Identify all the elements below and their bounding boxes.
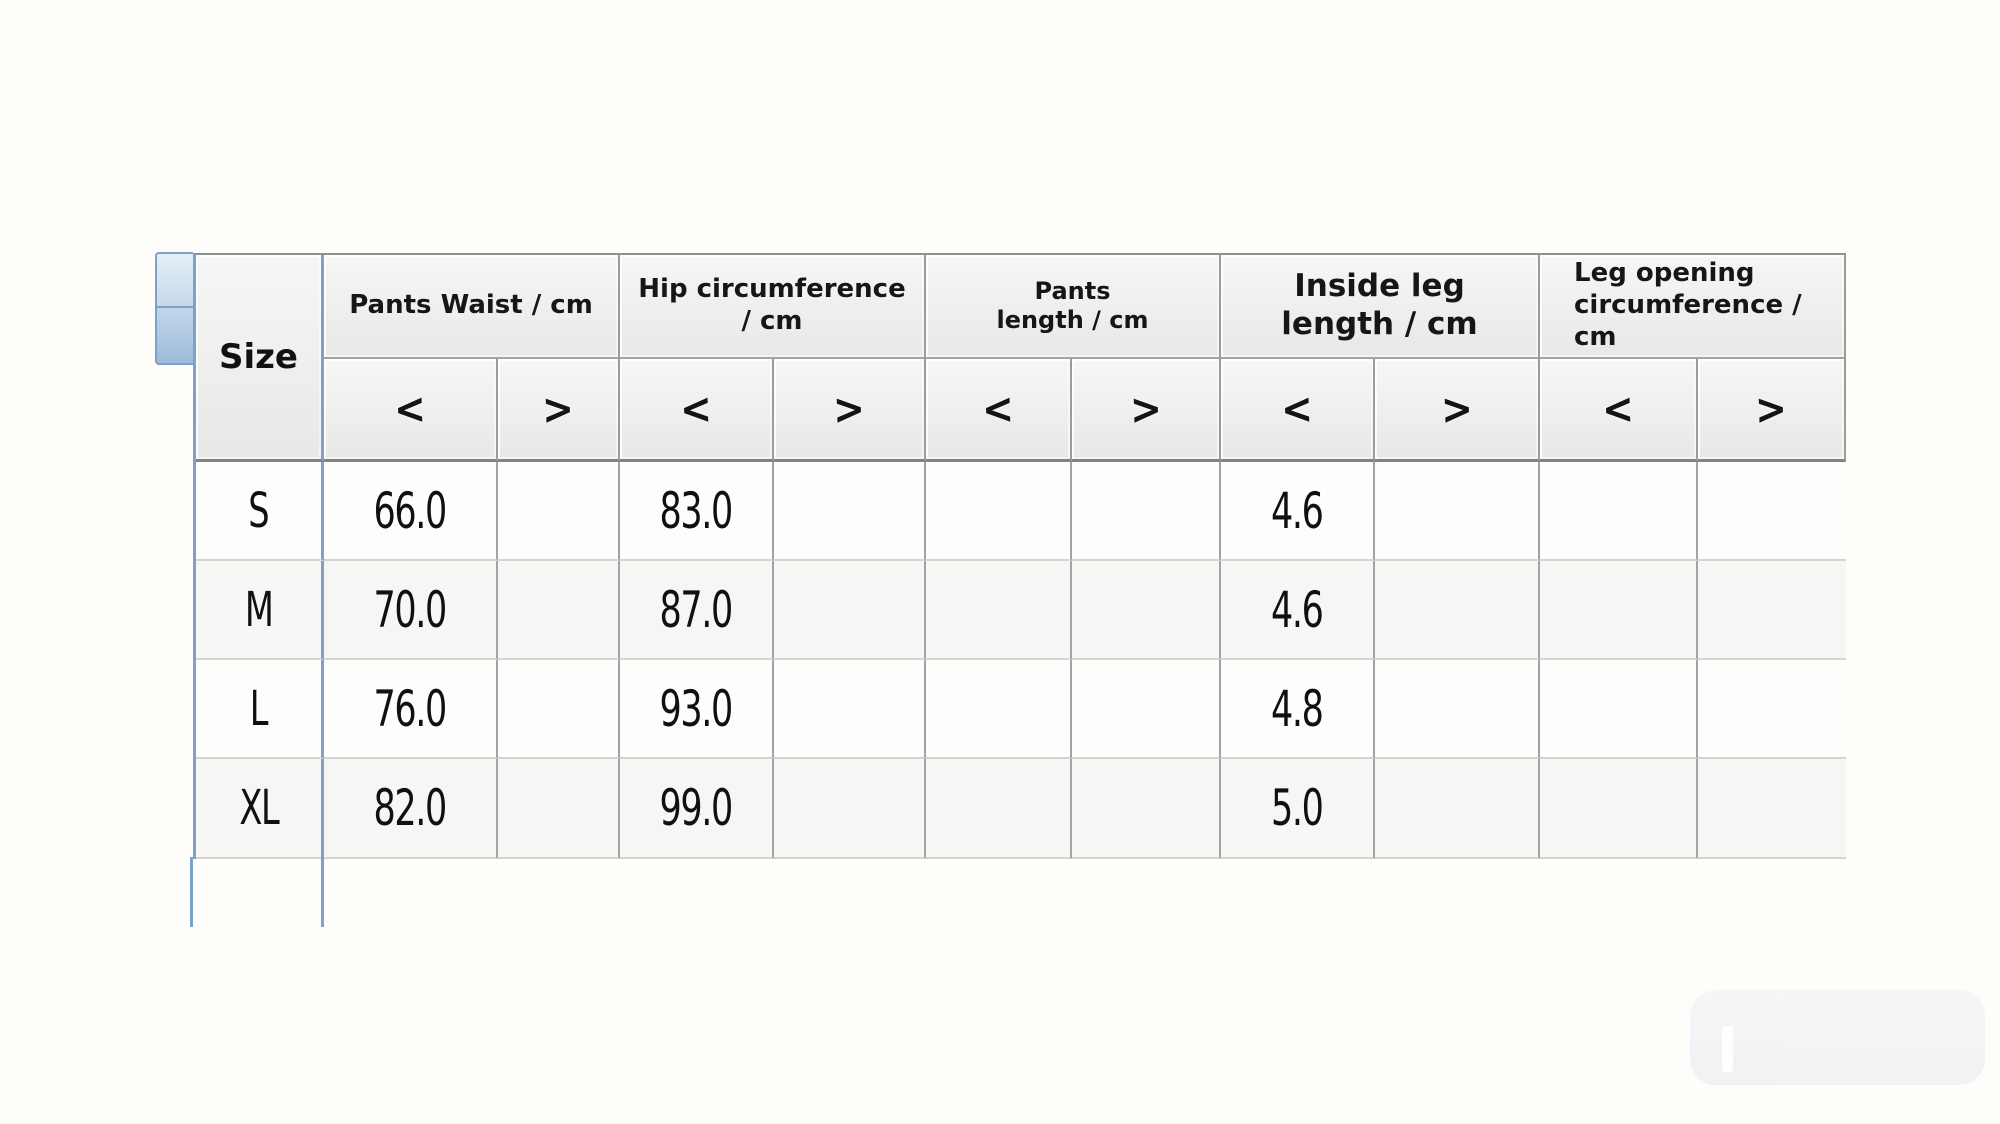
column-group-header-leg-opening-circumference: Leg opening circumference / cm (1540, 255, 1846, 359)
header-line: Pants (1034, 276, 1111, 305)
row-size-label: XL (196, 759, 324, 859)
chevron-right-button[interactable]: > (1072, 359, 1221, 462)
column-group-header-pants-length: Pants length / cm (926, 255, 1221, 359)
row-size-label: S (196, 462, 324, 561)
chevron-left-icon: < (1280, 383, 1314, 435)
table-cell[interactable]: 83.0 (620, 462, 774, 561)
row-size-label: L (196, 660, 324, 759)
column-group-header-pants-waist: Pants Waist / cm (324, 255, 620, 359)
chevron-left-button[interactable]: < (926, 359, 1072, 462)
table-cell[interactable] (926, 660, 1072, 759)
size-chart-table: Size Pants Waist / cm Hip circumference … (193, 253, 1846, 859)
table-cell[interactable]: 5.0 (1221, 759, 1375, 859)
table-cell[interactable] (774, 660, 926, 759)
row-header-cell[interactable] (155, 252, 193, 308)
table-cell[interactable] (498, 462, 620, 561)
table-cell[interactable] (774, 759, 926, 859)
table-cell[interactable] (498, 759, 620, 859)
table-cell[interactable] (926, 759, 1072, 859)
header-line: Inside leg (1294, 268, 1465, 305)
table-cell[interactable]: 70.0 (324, 561, 498, 660)
table-cell[interactable] (498, 561, 620, 660)
table-cell[interactable]: 4.6 (1221, 462, 1375, 561)
chevron-right-icon: > (541, 383, 575, 435)
table-cell[interactable] (1540, 462, 1698, 561)
table-cell[interactable] (1698, 759, 1846, 859)
table-cell[interactable] (1540, 660, 1698, 759)
chevron-right-button[interactable]: > (1375, 359, 1540, 462)
header-line: circumference / cm (1574, 290, 1802, 352)
table-cell[interactable] (926, 462, 1072, 561)
header-line: / cm (741, 306, 803, 336)
chevron-right-button[interactable]: > (774, 359, 926, 462)
chevron-left-button[interactable]: < (620, 359, 774, 462)
table-cell[interactable]: 82.0 (324, 759, 498, 859)
chevron-right-icon: > (1754, 383, 1788, 435)
table-cell[interactable] (1698, 660, 1846, 759)
chevron-right-icon: > (832, 383, 866, 435)
header-line: length / cm (1281, 306, 1478, 342)
table-cell[interactable]: 66.0 (324, 462, 498, 561)
row-header-cell[interactable] (155, 308, 193, 365)
chevron-left-icon: < (1601, 383, 1635, 435)
table-cell[interactable] (1375, 561, 1540, 660)
chevron-left-button[interactable]: < (1221, 359, 1375, 462)
row-size-label: M (196, 561, 324, 660)
chevron-right-button[interactable]: > (498, 359, 620, 462)
chevron-left-button[interactable]: < (324, 359, 498, 462)
watermark-notch (1722, 1026, 1733, 1072)
table-cell[interactable] (1698, 462, 1846, 561)
chevron-right-button[interactable]: > (1698, 359, 1846, 462)
size-column-border-tail (321, 857, 324, 927)
header-line: length / cm (996, 306, 1149, 334)
table-cell[interactable] (774, 462, 926, 561)
chevron-left-button[interactable]: < (1540, 359, 1698, 462)
table-cell[interactable] (1698, 561, 1846, 660)
table-cell[interactable] (1072, 561, 1221, 660)
table-cell[interactable] (1072, 660, 1221, 759)
table-left-border-tail (190, 857, 193, 927)
table-cell[interactable]: 76.0 (324, 660, 498, 759)
chevron-left-icon: < (679, 383, 713, 435)
table-cell[interactable]: 4.6 (1221, 561, 1375, 660)
table-cell[interactable]: 93.0 (620, 660, 774, 759)
table-cell[interactable] (1072, 462, 1221, 561)
table-cell[interactable]: 99.0 (620, 759, 774, 859)
chevron-left-icon: < (981, 383, 1015, 435)
chevron-left-icon: < (393, 383, 427, 435)
column-group-header-hip-circumference: Hip circumference / cm (620, 255, 926, 359)
table-cell[interactable]: 87.0 (620, 561, 774, 660)
header-line: Hip circumference (638, 274, 906, 305)
table-cell[interactable] (1375, 660, 1540, 759)
chevron-right-icon: > (1128, 383, 1163, 435)
table-cell[interactable] (1375, 759, 1540, 859)
table-cell[interactable] (1540, 759, 1698, 859)
table-cell[interactable] (1540, 561, 1698, 660)
table-cell[interactable] (774, 561, 926, 660)
table-cell[interactable] (926, 561, 1072, 660)
column-group-header-inside-leg-length: Inside leg length / cm (1221, 255, 1540, 359)
table-cell[interactable]: 4.8 (1221, 660, 1375, 759)
size-column-header: Size (196, 255, 324, 462)
header-line: Leg opening (1574, 258, 1755, 289)
header-line: Pants Waist / cm (349, 290, 593, 321)
table-cell[interactable] (498, 660, 620, 759)
row-header-strip (155, 252, 193, 365)
table-cell[interactable] (1072, 759, 1221, 859)
table-cell[interactable] (1375, 462, 1540, 561)
watermark (1690, 990, 1985, 1085)
chevron-right-icon: > (1439, 383, 1474, 435)
